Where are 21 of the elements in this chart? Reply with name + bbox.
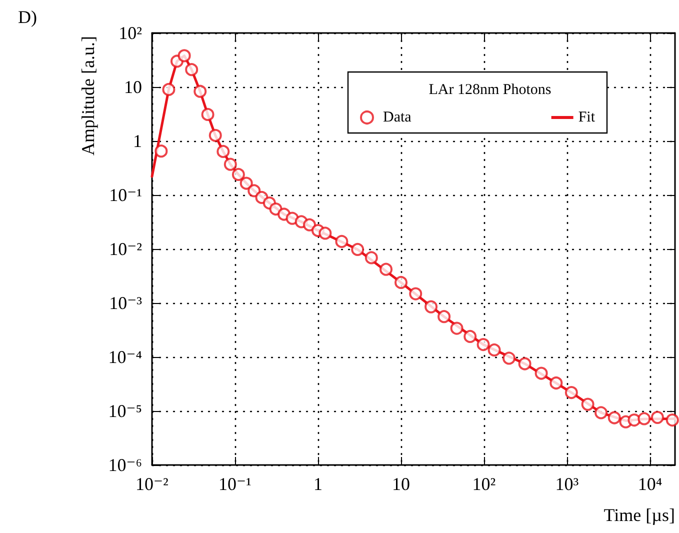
y-axis-title: Amplitude [a.u.]: [78, 36, 98, 156]
text: D): [18, 7, 37, 27]
y-tick-label: 1: [133, 131, 142, 151]
y-tick-label: 10⁻⁴: [108, 347, 142, 367]
x-axis-title: Time [µs]: [604, 505, 675, 525]
y-tick-label: 10⁻⁶: [108, 455, 142, 475]
x-tick-label: 10²: [472, 474, 496, 494]
x-tick-label: 10: [392, 474, 410, 494]
y-tick-label: 10⁻¹: [109, 185, 142, 205]
legend-label: Fit: [578, 110, 596, 126]
legend-label: Data: [383, 110, 412, 126]
y-tick-label: 10²: [118, 23, 142, 43]
x-tick-label: 10³: [555, 474, 580, 494]
x-tick-label: 10⁴: [638, 474, 662, 494]
y-tick-label: 10⁻⁵: [108, 401, 142, 421]
x-tick-label: 10⁻¹: [218, 474, 252, 494]
y-tick-label: 10⁻³: [109, 293, 143, 313]
y-tick-label: 10: [124, 77, 142, 97]
legend-title: LAr 128nm Photons: [428, 82, 552, 98]
x-tick-label: 1: [314, 474, 323, 494]
y-tick-label: 10⁻²: [109, 239, 142, 259]
